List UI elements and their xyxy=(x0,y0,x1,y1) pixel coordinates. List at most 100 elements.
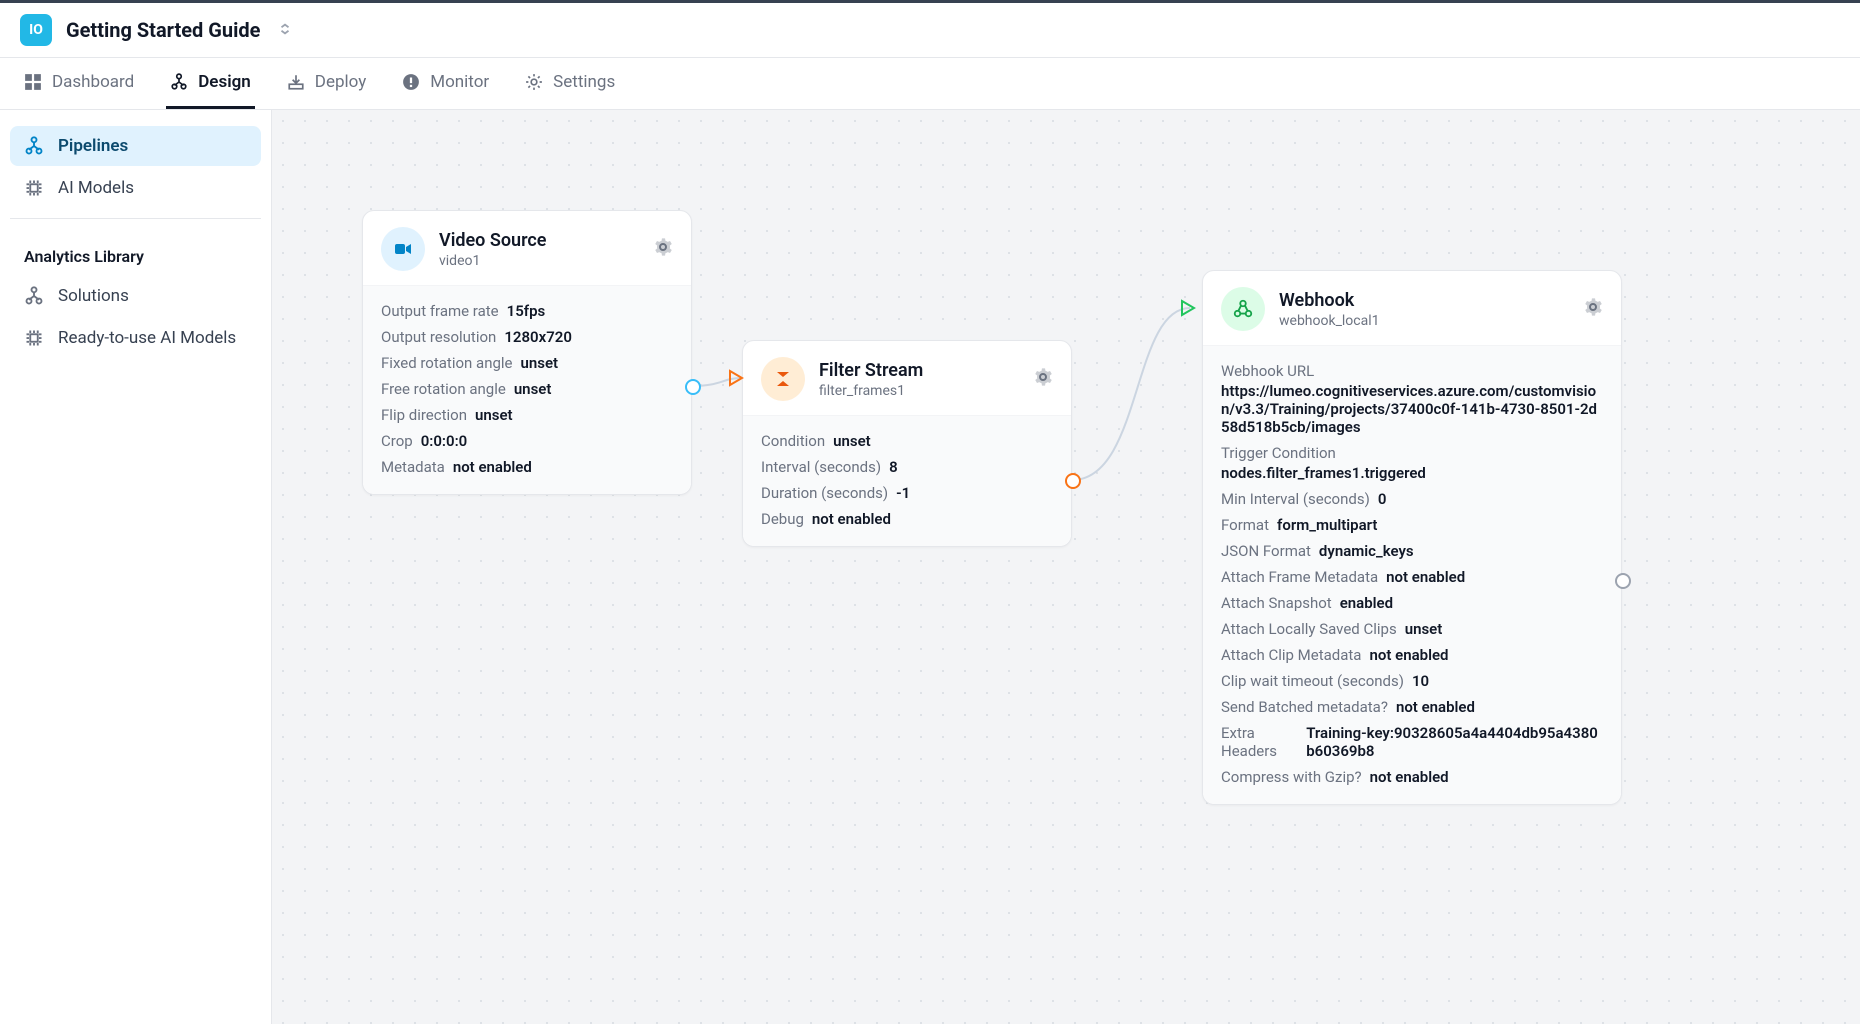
property-row: Free rotation angle unset xyxy=(381,376,673,402)
pipelines-icon xyxy=(24,136,44,156)
logo-text: IO xyxy=(29,22,43,38)
prop-value: not enabled xyxy=(812,510,891,528)
property-row: Attach Snapshotenabled xyxy=(1221,590,1603,616)
prop-webhook-url: Webhook URL https://lumeo.cognitiveservi… xyxy=(1221,358,1603,440)
main-tabs: Dashboard Design Deploy Monitor Settings xyxy=(0,58,1860,110)
prop-label: Format xyxy=(1221,516,1269,534)
node-subtitle: filter_frames1 xyxy=(819,383,1019,399)
output-port[interactable] xyxy=(685,379,701,395)
app-logo[interactable]: IO xyxy=(20,14,52,46)
prop-value: form_multipart xyxy=(1277,516,1377,534)
tab-label: Dashboard xyxy=(52,72,134,92)
prop-value: not enabled xyxy=(1396,698,1475,716)
prop-value: unset xyxy=(1405,620,1443,638)
property-row: Min Interval (seconds) 0 xyxy=(1221,486,1603,512)
prop-label: Attach Locally Saved Clips xyxy=(1221,620,1397,638)
canvas[interactable]: Video Source video1 Output frame rate 15f… xyxy=(272,110,1860,1024)
node-settings-button[interactable] xyxy=(1583,297,1603,321)
node-properties: Output frame rate 15fps Output resolution 1… xyxy=(363,285,691,494)
node-webhook[interactable]: Webhook webhook_local1 Webhook URL https… xyxy=(1202,270,1622,805)
prop-label: Extra Headers xyxy=(1221,724,1298,760)
prop-value: not enabled xyxy=(1386,568,1465,586)
prop-label: Min Interval (seconds) xyxy=(1221,490,1370,508)
prop-label: Metadata xyxy=(381,458,445,476)
prop-label: Crop xyxy=(381,432,413,450)
property-row: Output frame rate 15fps xyxy=(381,298,673,324)
deploy-icon xyxy=(287,73,305,91)
property-row: Interval (seconds) 8 xyxy=(761,454,1053,480)
node-video-source[interactable]: Video Source video1 Output frame rate 15f… xyxy=(362,210,692,495)
prop-label: Interval (seconds) xyxy=(761,458,881,476)
prop-label: Output resolution xyxy=(381,328,496,346)
property-row: JSON Formatdynamic_keys xyxy=(1221,538,1603,564)
prop-label: Free rotation angle xyxy=(381,380,506,398)
sidebar-item-pipelines[interactable]: Pipelines xyxy=(10,126,261,166)
sidebar-item-label: Ready-to-use AI Models xyxy=(58,328,236,348)
node-title: Filter Stream xyxy=(819,360,1019,381)
project-switcher-icon[interactable] xyxy=(278,21,292,40)
property-row: Crop 0:0:0:0 xyxy=(381,428,673,454)
tab-dashboard[interactable]: Dashboard xyxy=(20,58,138,109)
sidebar-item-label: Pipelines xyxy=(58,136,128,156)
property-row: Attach Frame Metadata not enabled xyxy=(1221,564,1603,590)
prop-label: Compress with Gzip? xyxy=(1221,768,1362,786)
property-row: Duration (seconds)-1 xyxy=(761,480,1053,506)
output-port[interactable] xyxy=(1615,573,1631,589)
node-properties: Webhook URL https://lumeo.cognitiveservi… xyxy=(1203,345,1621,804)
sidebar-divider xyxy=(10,218,261,219)
prop-label: Output frame rate xyxy=(381,302,499,320)
prop-value: 8 xyxy=(889,458,898,476)
tab-monitor[interactable]: Monitor xyxy=(398,58,493,109)
dashboard-icon xyxy=(24,73,42,91)
tab-label: Settings xyxy=(553,72,615,92)
sidebar-heading: Analytics Library xyxy=(10,229,261,276)
prop-value: 0 xyxy=(1378,490,1387,508)
prop-value: Training-key:90328605a4a4404db95a4380b60… xyxy=(1306,724,1603,760)
tab-settings[interactable]: Settings xyxy=(521,58,619,109)
tab-label: Monitor xyxy=(430,72,489,92)
prop-label: Send Batched metadata? xyxy=(1221,698,1388,716)
property-row: Compress with Gzip? not enabled xyxy=(1221,764,1603,790)
prop-value: not enabled xyxy=(1370,768,1449,786)
node-properties: Conditionunset Interval (seconds) 8 Duratio… xyxy=(743,415,1071,546)
prop-label: Debug xyxy=(761,510,804,528)
tab-label: Design xyxy=(198,72,251,92)
input-port[interactable] xyxy=(727,369,745,387)
monitor-icon xyxy=(402,73,420,91)
node-subtitle: video1 xyxy=(439,253,639,269)
prop-value: dynamic_keys xyxy=(1319,542,1414,560)
output-port[interactable] xyxy=(1065,473,1081,489)
prop-value: unset xyxy=(514,380,552,398)
node-subtitle: webhook_local1 xyxy=(1279,313,1569,329)
sidebar-item-ai-models[interactable]: AI Models xyxy=(10,168,261,208)
input-port[interactable] xyxy=(1179,299,1197,317)
filter-icon xyxy=(761,357,805,401)
prop-value: https://lumeo.cognitiveservices.azure.co… xyxy=(1221,382,1603,436)
settings-icon xyxy=(525,73,543,91)
prop-label: Attach Clip Metadata xyxy=(1221,646,1361,664)
webhook-icon xyxy=(1221,287,1265,331)
property-row: Attach Locally Saved Clips unset xyxy=(1221,616,1603,642)
property-row: Debug not enabled xyxy=(761,506,1053,532)
sidebar-item-solutions[interactable]: Solutions xyxy=(10,276,261,316)
prop-label: Attach Frame Metadata xyxy=(1221,568,1378,586)
property-row: Conditionunset xyxy=(761,428,1053,454)
node-settings-button[interactable] xyxy=(1033,367,1053,391)
prop-value: unset xyxy=(833,432,871,450)
prop-value: 15fps xyxy=(507,302,546,320)
ai-models-icon xyxy=(24,178,44,198)
sidebar-item-ready-models[interactable]: Ready-to-use AI Models xyxy=(10,318,261,358)
node-settings-button[interactable] xyxy=(653,237,673,261)
prop-label: Trigger Condition xyxy=(1221,444,1603,462)
design-icon xyxy=(170,73,188,91)
node-header: Video Source video1 xyxy=(363,211,691,285)
prop-value: 0:0:0:0 xyxy=(421,432,468,450)
property-row: Fixed rotation angleunset xyxy=(381,350,673,376)
ready-models-icon xyxy=(24,328,44,348)
node-filter-stream[interactable]: Filter Stream filter_frames1 Conditionun… xyxy=(742,340,1072,547)
sidebar: Pipelines AI Models Analytics Library So… xyxy=(0,110,272,1024)
property-row: Attach Clip Metadatanot enabled xyxy=(1221,642,1603,668)
video-icon xyxy=(381,227,425,271)
tab-deploy[interactable]: Deploy xyxy=(283,58,370,109)
tab-design[interactable]: Design xyxy=(166,58,255,109)
